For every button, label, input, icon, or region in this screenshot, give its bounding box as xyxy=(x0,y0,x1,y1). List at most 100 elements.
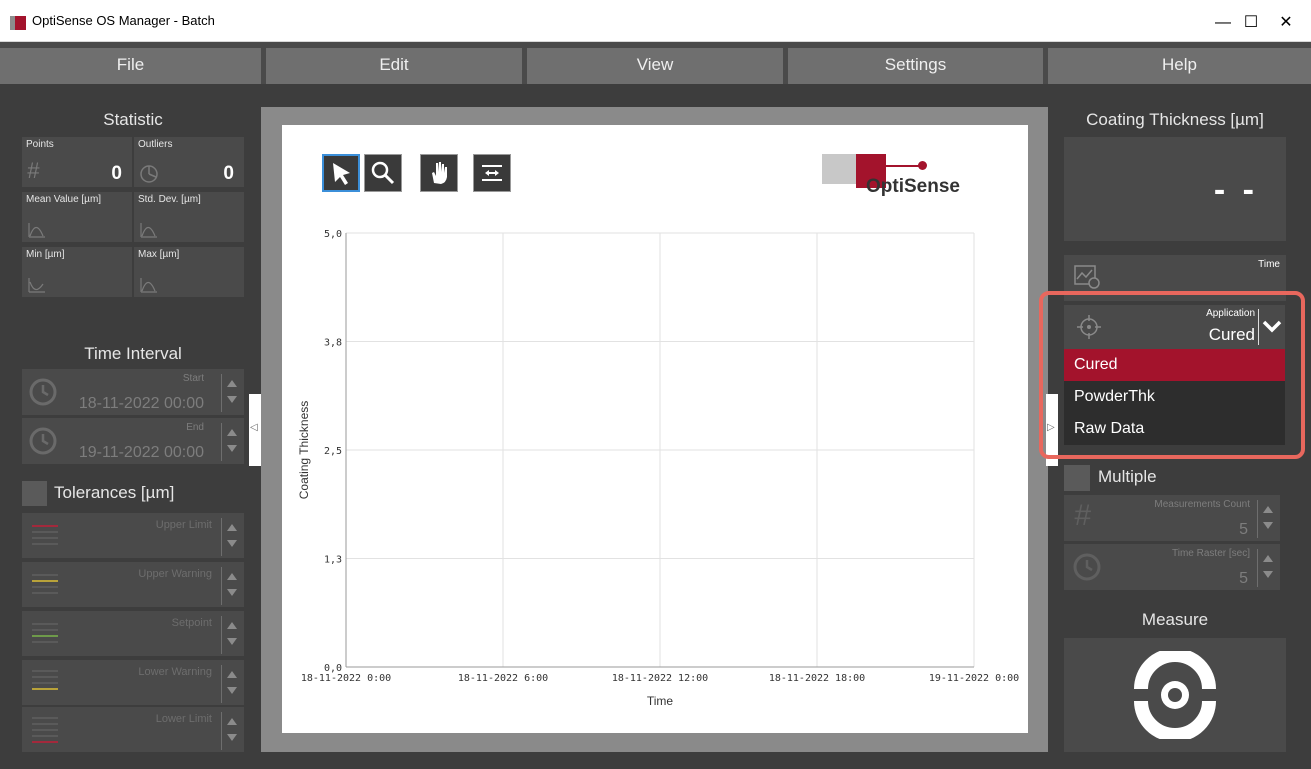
multiple-label: Multiple xyxy=(1098,467,1157,486)
collapse-left-icon: ◁ xyxy=(250,422,258,433)
time-raster-field[interactable]: Time Raster [sec] 5 xyxy=(1064,544,1280,590)
time-raster-value: 5 xyxy=(1239,570,1248,587)
menu-file[interactable]: File xyxy=(0,48,261,84)
minimize-button[interactable]: — xyxy=(1215,14,1231,31)
menu-settings[interactable]: Settings xyxy=(788,48,1043,84)
lower-warning-spinner[interactable] xyxy=(221,665,240,703)
tolerances-title: Tolerances [µm] xyxy=(54,483,175,502)
outliers-tile: Outliers 0 xyxy=(134,137,244,187)
timer-icon xyxy=(1073,553,1101,581)
coating-thickness-title: Coating Thickness [µm] xyxy=(1086,110,1264,129)
end-label: End xyxy=(186,422,204,433)
application-dropdown[interactable]: Application Cured xyxy=(1064,305,1285,349)
coating-thickness-display: - - xyxy=(1064,137,1286,241)
menu-edit[interactable]: Edit xyxy=(266,48,522,84)
x-tick-label: 18-11-2022 0:00 xyxy=(301,673,391,684)
multiple-checkbox[interactable] xyxy=(1064,465,1090,491)
application-label: Application xyxy=(1206,308,1255,319)
left-panel-toggle[interactable]: ◁ xyxy=(249,394,261,466)
pie-chart-icon xyxy=(140,165,158,183)
upper-warning-field[interactable]: Upper Warning xyxy=(22,562,244,607)
measurements-count-field[interactable]: # Measurements Count 5 xyxy=(1064,495,1280,541)
outliers-label: Outliers xyxy=(138,139,173,150)
lower-limit-field[interactable]: Lower Limit xyxy=(22,707,244,752)
magnifier-icon xyxy=(371,161,395,185)
upper-warning-spinner[interactable] xyxy=(221,567,240,605)
app-logo-icon xyxy=(10,16,26,30)
menu-help[interactable]: Help xyxy=(1048,48,1311,84)
close-button[interactable]: ✕ xyxy=(1279,14,1293,31)
min-label: Min [µm] xyxy=(26,249,65,260)
setpoint-spinner[interactable] xyxy=(221,616,240,654)
optisense-logo-line xyxy=(866,165,920,167)
y-tick-label: 5,0 xyxy=(324,229,342,240)
time-mode-label: Time xyxy=(1258,259,1280,270)
end-time-field[interactable]: End 19-11-2022 00:00 xyxy=(22,418,244,464)
lower-warning-field[interactable]: Lower Warning xyxy=(22,660,244,705)
maximize-button[interactable]: ☐ xyxy=(1243,14,1259,31)
end-value: 19-11-2022 00:00 xyxy=(78,444,204,461)
x-tick-label: 18-11-2022 18:00 xyxy=(769,673,865,684)
lower-limit-spinner[interactable] xyxy=(221,712,240,750)
title-bar: OptiSense OS Manager - Batch — ☐ ✕ xyxy=(0,0,1311,42)
hash-icon: # xyxy=(1074,499,1091,532)
start-spinner[interactable] xyxy=(221,374,240,412)
min-tile: Min [µm] xyxy=(22,247,132,297)
mean-curve-icon xyxy=(28,223,45,238)
fit-width-icon xyxy=(482,165,502,181)
window-title: OptiSense OS Manager - Batch xyxy=(32,13,215,28)
pointer-tool-button[interactable] xyxy=(322,154,360,192)
dropdown-option-raw-data[interactable]: Raw Data xyxy=(1064,413,1285,445)
upper-limit-label: Upper Limit xyxy=(155,519,212,531)
target-icon xyxy=(1077,315,1101,339)
y-axis-label: Coating Thickness xyxy=(297,401,311,500)
measure-button[interactable] xyxy=(1064,638,1286,752)
cursor-arrow-icon xyxy=(333,163,350,185)
max-curve-icon xyxy=(140,278,157,293)
y-tick-label: 0,0 xyxy=(324,663,342,674)
start-time-field[interactable]: Start 18-11-2022 00:00 xyxy=(22,369,244,415)
chart-card xyxy=(282,125,1028,733)
setpoint-label: Setpoint xyxy=(171,617,212,629)
dropdown-option-cured[interactable]: Cured xyxy=(1064,349,1285,381)
collapse-right-icon: ▷ xyxy=(1047,422,1055,433)
lower-limit-label: Lower Limit xyxy=(155,713,212,725)
measure-title: Measure xyxy=(1141,610,1209,629)
setpoint-field[interactable]: Setpoint xyxy=(22,611,244,656)
x-tick-label: 18-11-2022 12:00 xyxy=(612,673,708,684)
fit-view-tool-button[interactable] xyxy=(473,154,511,192)
max-label: Max [µm] xyxy=(138,249,180,260)
chart-svg: 5,0 3,8 2,5 1,3 0,018-11-2022 0:00 18-11-2022… xyxy=(297,229,1019,708)
hand-icon xyxy=(432,162,447,184)
measurements-count-label: Measurements Count xyxy=(1154,499,1250,510)
end-spinner[interactable] xyxy=(221,423,240,461)
measurements-count-spinner[interactable] xyxy=(1257,500,1276,538)
tolerances-checkbox[interactable] xyxy=(22,481,47,506)
upper-warning-label: Upper Warning xyxy=(138,568,212,580)
optisense-logo-dot xyxy=(918,161,927,170)
time-interval-title: Time Interval xyxy=(84,344,182,363)
points-value: 0 xyxy=(111,163,122,184)
std-dev-label: Std. Dev. [µm] xyxy=(138,194,201,205)
std-dev-curve-icon xyxy=(140,223,157,238)
time-raster-spinner[interactable] xyxy=(1257,549,1276,587)
coating-thickness-value: - - xyxy=(1213,171,1258,209)
menu-bar: File Edit View Settings Help xyxy=(0,42,1311,84)
right-panel-toggle[interactable]: ▷ xyxy=(1046,394,1058,466)
chart-clock-icon xyxy=(1074,265,1100,289)
dropdown-option-powderthk[interactable]: PowderThk xyxy=(1064,381,1285,413)
menu-view[interactable]: View xyxy=(527,48,783,84)
mean-label: Mean Value [µm] xyxy=(26,194,102,205)
hash-icon: # xyxy=(27,158,40,183)
upper-limit-spinner[interactable] xyxy=(221,518,240,556)
x-axis-label: Time xyxy=(647,694,674,708)
history-icon xyxy=(29,427,57,455)
dropdown-highlight-frame xyxy=(1039,291,1305,459)
upper-limit-field[interactable]: Upper Limit xyxy=(22,513,244,558)
zoom-tool-button[interactable] xyxy=(364,154,402,192)
x-tick-label: 18-11-2022 6:00 xyxy=(458,673,548,684)
chevron-down-icon[interactable] xyxy=(1261,317,1283,335)
outliers-value: 0 xyxy=(223,163,234,184)
y-tick-label: 3,8 xyxy=(324,338,342,349)
pan-tool-button[interactable] xyxy=(420,154,458,192)
